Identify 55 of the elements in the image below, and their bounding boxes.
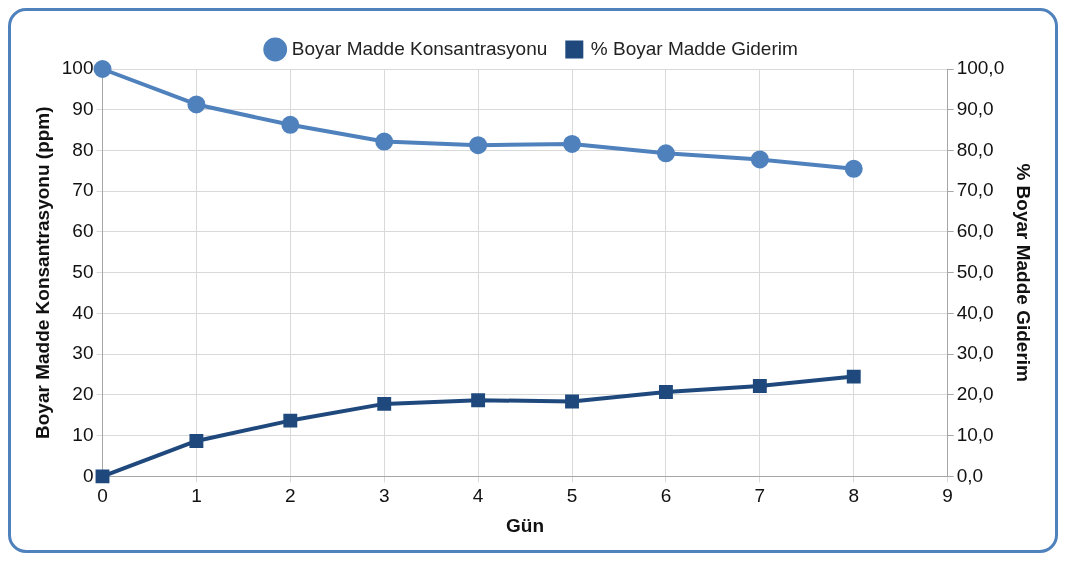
y-tick-label: 90 [72, 97, 94, 119]
x-tick-label: 6 [660, 485, 672, 507]
x-tick-label: 1 [191, 485, 202, 507]
y-tick-label: 0 [82, 464, 94, 486]
point [563, 134, 582, 153]
point [565, 394, 579, 409]
y2-tick-label: 80,0 [956, 138, 994, 160]
point [846, 369, 861, 384]
y2-tick-label: 10,0 [956, 423, 994, 445]
y-tick-label: 40 [72, 301, 94, 323]
point [658, 385, 673, 400]
point [375, 132, 394, 151]
y-tick-label: 20 [72, 383, 94, 405]
y2-tick-label: 70,0 [956, 179, 994, 201]
y-tick-label: 70 [72, 179, 94, 201]
y-tick-label: 100 [61, 57, 94, 79]
y2-tick-label: 40,0 [956, 301, 994, 323]
x-axis-title: Gün [506, 514, 545, 536]
y2-tick-label: 100,0 [956, 57, 1005, 79]
point [471, 393, 486, 408]
x-tick-label: 7 [754, 485, 766, 507]
y2-tick-label: 90,0 [956, 97, 994, 119]
point [187, 95, 206, 114]
point [750, 150, 769, 169]
y-tick-label: 80 [72, 138, 94, 160]
x-tick-label: 5 [566, 485, 578, 507]
y-tick-label: 50 [72, 260, 94, 282]
point [844, 159, 863, 178]
y2-tick-label: 20,0 [956, 383, 994, 405]
y2-axis-title: % Boyar Madde Giderim [1013, 163, 1035, 382]
x-tick-label: 4 [472, 485, 484, 507]
legend-label: Boyar Madde Konsantrasyonu [291, 37, 548, 59]
y-tick-label: 10 [72, 423, 94, 445]
y2-tick-label: 60,0 [956, 220, 994, 242]
x-tick-label: 0 [97, 485, 108, 507]
y2-tick-label: 50,0 [956, 260, 994, 282]
point [656, 144, 675, 163]
y-tick-label: 60 [72, 220, 94, 242]
x-tick-label: 3 [378, 485, 390, 507]
point [281, 115, 300, 134]
x-tick-label: 8 [848, 485, 860, 507]
point [95, 469, 110, 484]
x-tick-label: 2 [285, 485, 296, 507]
y2-tick-label: 30,0 [956, 342, 994, 364]
point [283, 413, 298, 428]
y2-tick-label: 0,0 [956, 464, 984, 486]
y-tick-label: 30 [72, 342, 94, 364]
point [93, 60, 112, 78]
legend-label: % Boyar Madde Giderim [590, 37, 798, 59]
point [189, 434, 204, 448]
point [469, 136, 488, 155]
y-axis-title: Boyar Madde Konsantrasyonu (ppm) [31, 106, 53, 439]
point [377, 396, 392, 411]
x-tick-label: 9 [942, 485, 953, 507]
point [752, 379, 767, 393]
